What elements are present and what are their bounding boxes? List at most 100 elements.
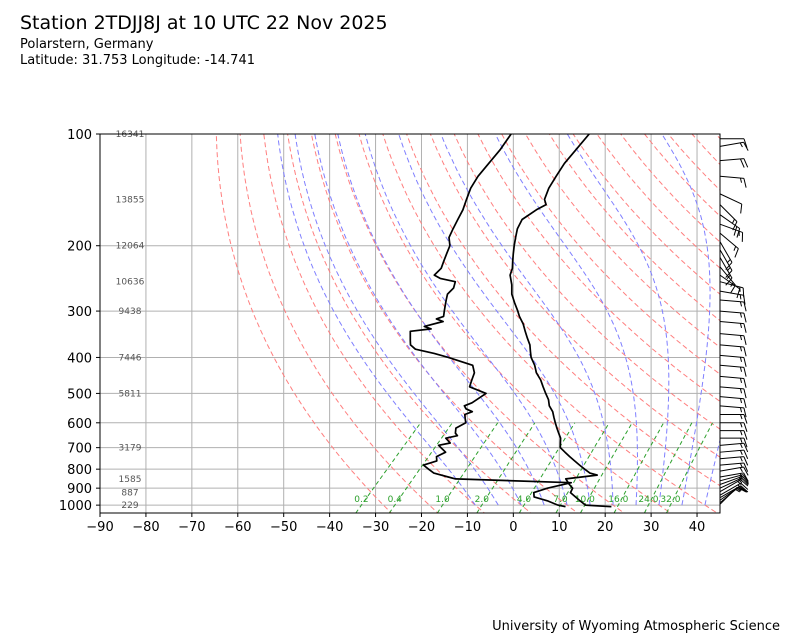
wind-barb-flag [725, 270, 733, 278]
x-tick-label: 30 [643, 520, 660, 535]
wind-barb-staff [719, 375, 744, 380]
wind-barb-staff [719, 204, 738, 222]
x-tick-label: −40 [316, 520, 343, 535]
wind-barb-staff [719, 472, 744, 478]
dry-adiabat [667, 134, 720, 191]
wind-barb-flag [742, 474, 749, 483]
mixing-ratio-label: 7.0 [553, 495, 568, 505]
wind-barb-flag [737, 481, 742, 485]
y-tick-label: 300 [67, 305, 92, 320]
dry-adiabat [620, 134, 720, 243]
wind-barb [720, 437, 748, 448]
wind-barb [720, 430, 748, 440]
wind-barb-staff [719, 485, 742, 499]
wind-barb-staff [719, 405, 744, 409]
moist-adiabat [337, 134, 545, 506]
mixing-ratio-label: 16.0 [608, 495, 628, 505]
wind-barb [719, 333, 747, 346]
wind-barb [719, 354, 747, 367]
height-label: 10636 [116, 278, 145, 288]
wind-barb [719, 320, 747, 333]
wind-barb-flag [740, 485, 749, 493]
wind-barb-staff [719, 320, 744, 325]
wind-barb-staff [719, 141, 744, 147]
wind-barb-flag [726, 259, 731, 264]
dry-adiabat [215, 134, 392, 513]
wind-barb [719, 462, 749, 472]
wind-barb [720, 138, 748, 148]
wind-barb-flag [743, 407, 747, 418]
wind-barb-flag [739, 366, 743, 372]
mixing-ratio-label: 32.0 [660, 495, 680, 505]
x-tick-label: −80 [132, 520, 159, 535]
wind-barb-flag [739, 142, 743, 148]
wind-barb-flag [736, 488, 741, 492]
mixing-ratio-lines [355, 422, 713, 513]
dry-adiabat [263, 134, 486, 513]
wind-barb-flag [737, 484, 746, 492]
wind-barb-flag [725, 262, 733, 270]
x-tick-label: −20 [408, 520, 435, 535]
wind-barb-staff [719, 241, 733, 263]
dry-adiabat [477, 134, 720, 403]
wind-barb-flag [739, 158, 745, 168]
wind-barb-flag [743, 398, 747, 409]
wind-barb-flag [743, 178, 747, 188]
mixing-ratio-label: 1.0 [435, 495, 450, 505]
wind-barb [719, 475, 749, 486]
wind-barb-staff [719, 232, 739, 249]
wind-barb [719, 310, 747, 323]
wind-barb-flag [739, 398, 743, 404]
wind-barb-staff [719, 333, 744, 337]
wind-barb-flag [739, 323, 743, 328]
wind-barb-staff [719, 193, 742, 205]
wind-barb [719, 477, 749, 489]
wind-barb-staff [719, 158, 744, 162]
wind-barb-flag [743, 335, 747, 346]
x-tick-label: −70 [178, 520, 205, 535]
wind-barb [719, 396, 747, 409]
x-tick-label: 40 [689, 520, 706, 535]
wind-barb-flag [739, 378, 743, 383]
moist-adiabat [314, 134, 522, 506]
dewpoint-line [409, 134, 573, 508]
sounding-profiles [409, 134, 612, 508]
wind-barb-flag [739, 475, 743, 480]
wind-barb-staff [719, 249, 733, 271]
y-tick-label: 200 [67, 240, 92, 255]
wind-barb-flag [739, 346, 743, 352]
wind-barb [719, 364, 747, 377]
y-tick-label: 1000 [59, 499, 92, 514]
wind-barb-staff [719, 290, 744, 296]
wind-barb [720, 414, 748, 424]
x-tick-label: −50 [270, 520, 297, 535]
wind-barb-flag [733, 226, 738, 236]
mixing-ratio-line [436, 422, 499, 513]
dry-adiabats [215, 134, 800, 521]
wind-barb-flag [739, 473, 743, 478]
dry-adiabat [310, 134, 579, 513]
wind-barb [719, 274, 741, 299]
y-axis: 100 200 300 400 500 600 700 800 900 1000 [59, 128, 100, 514]
wind-barb-flag [739, 467, 743, 473]
station-location: Polarstern, Germany [20, 37, 154, 52]
height-label: 12064 [116, 242, 145, 252]
height-label: 9438 [119, 307, 142, 317]
wind-barb-flag [743, 472, 749, 482]
height-label: 7446 [119, 353, 142, 363]
mixing-ratio-label: 0.2 [354, 495, 368, 505]
wind-barb-staff [719, 482, 742, 496]
wind-barb-flag [743, 449, 749, 459]
wind-barb-staff [719, 214, 740, 229]
dry-adiabat [406, 134, 720, 487]
x-tick-label: 20 [597, 520, 614, 535]
x-tick-label: −90 [86, 520, 113, 535]
height-labels: 16341 13855 12064 10636 9438 7446 5811 3179 1585… [116, 130, 145, 511]
dry-adiabat [740, 134, 800, 521]
dry-adiabat [644, 134, 720, 217]
mixing-ratio-line [355, 422, 422, 513]
wind-barb-flag [739, 312, 743, 318]
x-tick-label: 10 [551, 520, 568, 535]
mixing-ratio-line [643, 422, 693, 513]
wind-barb-flag [739, 450, 743, 455]
